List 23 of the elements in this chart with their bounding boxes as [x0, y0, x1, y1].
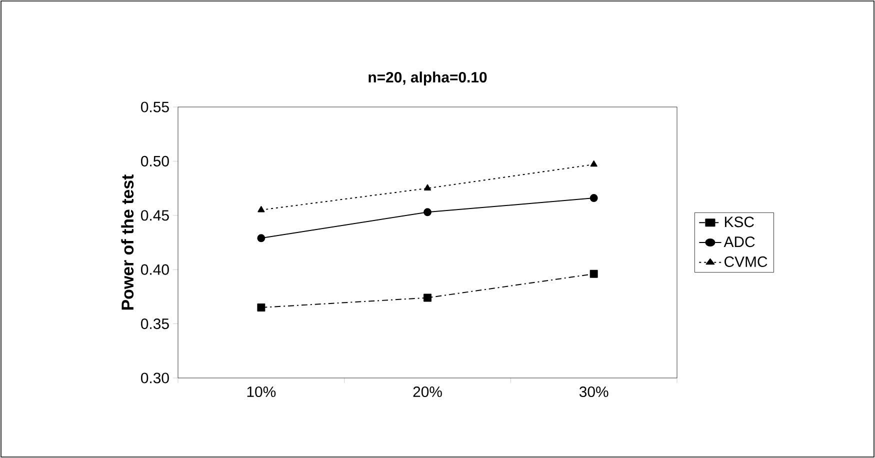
- legend-label: ADC: [724, 236, 755, 248]
- point: [257, 234, 266, 242]
- point: [590, 194, 598, 202]
- x-tick-label: 20%: [413, 386, 442, 398]
- legend-label: CVMC: [724, 256, 768, 267]
- point: [424, 184, 432, 191]
- point: [590, 270, 598, 278]
- y-tick-label: 0.30: [141, 372, 169, 384]
- chart-title: n=20, alpha=0.10: [368, 72, 487, 86]
- point: [257, 304, 266, 312]
- x-tick-label: 30%: [579, 386, 608, 398]
- point: [424, 294, 432, 302]
- point: [258, 206, 265, 212]
- point: [590, 160, 598, 167]
- y-tick-label: 0.35: [141, 318, 169, 330]
- y-tick-label: 0.55: [141, 102, 169, 112]
- point: [424, 208, 432, 216]
- y-tick-label: 0.40: [141, 264, 169, 275]
- x-tick-label: 10%: [247, 386, 276, 398]
- y-tick-label: 0.45: [141, 210, 169, 221]
- legend-label: KSC: [724, 216, 754, 228]
- y-tick-label: 0.50: [141, 156, 169, 166]
- y-axis-title: Power of the test: [121, 174, 134, 310]
